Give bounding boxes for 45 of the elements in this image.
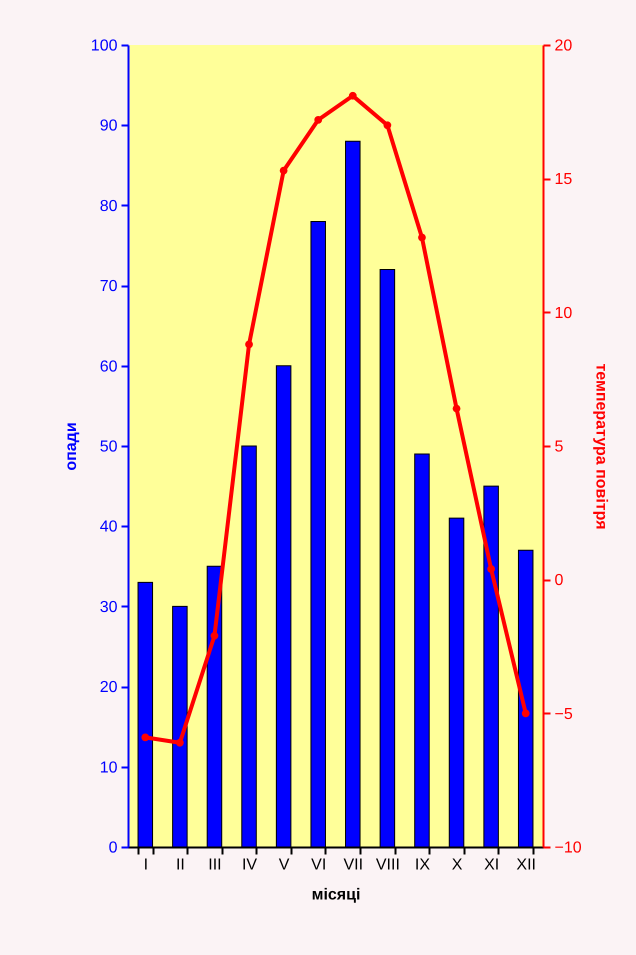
x-tick-label: IV xyxy=(242,856,258,874)
x-axis-title: місяці xyxy=(312,886,360,904)
point xyxy=(176,738,184,747)
y-tick-label: 90 xyxy=(100,118,118,135)
y2-tick-label: 15 xyxy=(554,171,572,188)
x-tick-label: II xyxy=(176,856,185,874)
y-tick-label: 40 xyxy=(100,518,118,536)
x-tick-label: VIII xyxy=(376,856,400,874)
y-tick-label: 20 xyxy=(100,679,118,696)
y2-axis-title: температура повітря xyxy=(592,363,610,530)
point xyxy=(245,340,253,348)
x-tick-label: V xyxy=(278,856,290,874)
point xyxy=(452,404,460,412)
point xyxy=(384,121,392,130)
y-tick-label: 10 xyxy=(100,759,118,776)
y-tick-label: 60 xyxy=(100,358,118,376)
x-tick-label: X xyxy=(452,856,463,874)
y2-tick-label: 20 xyxy=(554,38,572,54)
point xyxy=(141,734,150,742)
x-tick-label: III xyxy=(208,856,222,874)
y2-tick-label: −5 xyxy=(554,706,573,723)
point xyxy=(418,234,426,242)
y-tick-label: 70 xyxy=(100,278,118,296)
y-tick-label: 30 xyxy=(100,598,118,616)
y-tick-label: 80 xyxy=(100,198,118,215)
x-tick-label: VII xyxy=(344,856,364,874)
point xyxy=(314,116,322,124)
x-tick-label: IX xyxy=(414,856,430,874)
y-tick-label: 0 xyxy=(108,840,118,856)
point xyxy=(487,565,495,573)
y2-tick-label: 0 xyxy=(554,572,564,590)
point xyxy=(210,632,218,640)
point xyxy=(522,709,530,718)
x-tick-label: I xyxy=(144,856,148,874)
x-tick-label: XII xyxy=(516,856,536,874)
point xyxy=(348,92,357,100)
y2-tick-label: 5 xyxy=(554,438,564,456)
y2-tick-label: −10 xyxy=(554,840,582,856)
point xyxy=(280,166,288,175)
x-tick-label: VI xyxy=(311,856,326,874)
y-tick-label: 100 xyxy=(90,38,118,54)
y-axis-title: опади xyxy=(62,422,80,471)
y2-tick-label: 10 xyxy=(554,304,572,322)
y-tick-label: 50 xyxy=(100,438,118,456)
x-tick-label: XI xyxy=(484,856,500,874)
